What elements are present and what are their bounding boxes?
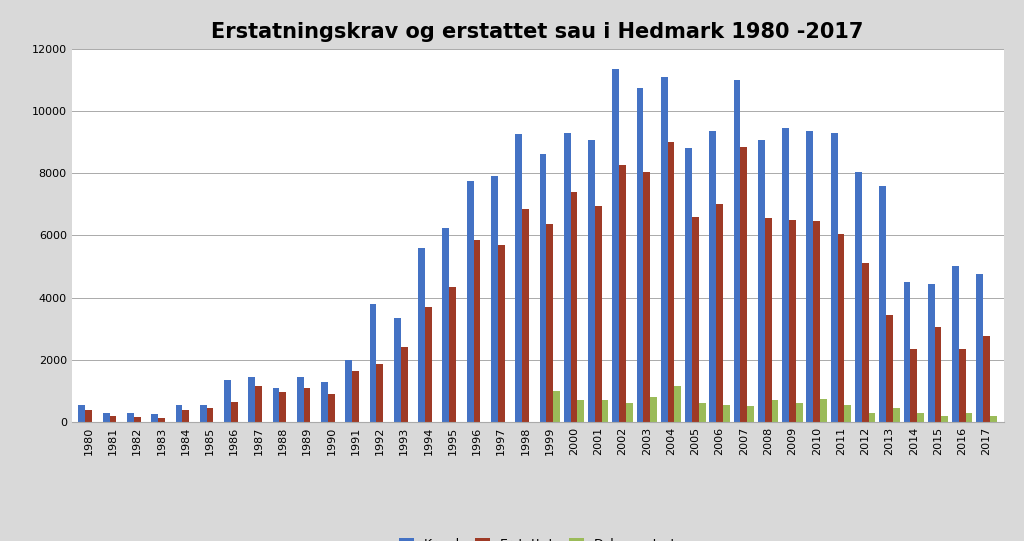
Bar xyxy=(182,410,189,422)
Bar xyxy=(868,413,876,422)
Bar xyxy=(85,410,92,422)
Legend: Krevd, Erstattet, Dokumentert: Krevd, Erstattet, Dokumentert xyxy=(393,533,682,541)
Bar xyxy=(698,404,706,422)
Bar xyxy=(134,417,140,422)
Bar xyxy=(490,176,498,422)
Bar xyxy=(547,225,553,422)
Bar xyxy=(966,413,973,422)
Bar xyxy=(958,349,966,422)
Bar xyxy=(450,287,456,422)
Bar xyxy=(564,133,570,422)
Bar xyxy=(855,171,862,422)
Bar xyxy=(588,141,595,422)
Bar xyxy=(570,192,578,422)
Bar xyxy=(304,388,310,422)
Bar xyxy=(553,391,560,422)
Bar xyxy=(782,128,790,422)
Bar xyxy=(345,360,352,422)
Bar xyxy=(102,413,110,422)
Bar xyxy=(595,206,602,422)
Bar xyxy=(758,141,765,422)
Bar xyxy=(498,245,505,422)
Bar xyxy=(733,80,740,422)
Bar xyxy=(626,404,633,422)
Bar xyxy=(207,408,213,422)
Bar xyxy=(224,380,230,422)
Bar xyxy=(893,408,900,422)
Bar xyxy=(668,142,675,422)
Bar xyxy=(522,209,528,422)
Bar xyxy=(602,400,608,422)
Bar xyxy=(158,418,165,422)
Bar xyxy=(660,77,668,422)
Bar xyxy=(692,217,698,422)
Bar xyxy=(740,147,748,422)
Bar xyxy=(442,228,450,422)
Bar xyxy=(643,171,650,422)
Bar xyxy=(880,186,886,422)
Bar xyxy=(918,413,924,422)
Bar xyxy=(612,69,620,422)
Bar xyxy=(796,404,803,422)
Bar xyxy=(886,315,893,422)
Bar xyxy=(903,282,910,422)
Bar xyxy=(820,399,826,422)
Bar xyxy=(620,166,626,422)
Bar xyxy=(990,415,996,422)
Bar xyxy=(175,406,182,422)
Bar xyxy=(716,204,723,422)
Bar xyxy=(650,397,657,422)
Bar xyxy=(578,400,584,422)
Bar xyxy=(280,392,286,422)
Bar xyxy=(370,304,377,422)
Bar xyxy=(418,248,425,422)
Bar xyxy=(110,415,117,422)
Bar xyxy=(765,218,771,422)
Bar xyxy=(515,134,522,422)
Bar xyxy=(249,377,255,422)
Bar xyxy=(272,388,280,422)
Bar xyxy=(838,234,845,422)
Bar xyxy=(255,386,262,422)
Bar xyxy=(748,406,754,422)
Bar xyxy=(322,381,328,422)
Bar xyxy=(830,133,838,422)
Bar xyxy=(807,131,813,422)
Bar xyxy=(637,88,643,422)
Bar xyxy=(813,221,820,422)
Bar xyxy=(983,337,990,422)
Bar xyxy=(910,349,918,422)
Bar xyxy=(394,318,400,422)
Title: Erstatningskrav og erstattet sau i Hedmark 1980 -2017: Erstatningskrav og erstattet sau i Hedma… xyxy=(211,22,864,42)
Bar xyxy=(928,283,935,422)
Bar xyxy=(127,413,134,422)
Bar xyxy=(467,181,473,422)
Bar xyxy=(952,267,958,422)
Bar xyxy=(200,406,207,422)
Bar xyxy=(771,400,778,422)
Bar xyxy=(473,240,480,422)
Bar xyxy=(152,414,158,422)
Bar xyxy=(540,155,547,422)
Bar xyxy=(845,405,851,422)
Bar xyxy=(941,415,948,422)
Bar xyxy=(675,386,681,422)
Bar xyxy=(297,377,304,422)
Bar xyxy=(328,394,335,422)
Bar xyxy=(935,327,941,422)
Bar xyxy=(425,307,432,422)
Bar xyxy=(862,263,868,422)
Bar xyxy=(790,220,796,422)
Bar xyxy=(352,371,359,422)
Bar xyxy=(79,405,85,422)
Bar xyxy=(976,274,983,422)
Bar xyxy=(710,131,716,422)
Bar xyxy=(400,347,408,422)
Bar xyxy=(230,402,238,422)
Bar xyxy=(685,148,692,422)
Bar xyxy=(377,365,383,422)
Bar xyxy=(723,405,730,422)
